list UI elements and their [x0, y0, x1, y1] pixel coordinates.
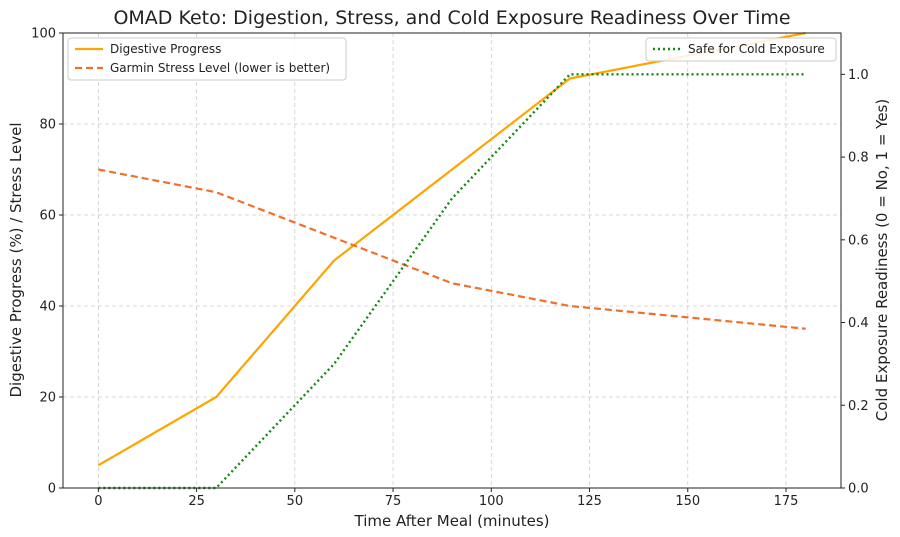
- legend-right-box: [645, 37, 837, 62]
- legend-label-stress: Garmin Stress Level (lower is better): [110, 61, 330, 75]
- x-tick-label: 125: [577, 494, 602, 509]
- y-tick-label: 20: [39, 391, 56, 406]
- y2-tick-label: 0.2: [848, 399, 869, 414]
- chart-title: OMAD Keto: Digestion, Stress, and Cold E…: [113, 7, 790, 29]
- y2-axis-title: Cold Exposure Readiness (0 = No, 1 = Yes…: [873, 99, 891, 421]
- series-line-safe-for-cold-exposure: [98, 73, 806, 490]
- series-line-digestive-progress: [97, 31, 806, 467]
- legend-label-digestive: Digestive Progress: [110, 42, 221, 56]
- y-tick-label: 40: [39, 300, 56, 315]
- x-tick-label: 0: [94, 494, 102, 509]
- y-tick-label: 60: [39, 209, 56, 224]
- legend-right: Safe for Cold Exposure: [645, 37, 837, 62]
- x-axis-title: Time After Meal (minutes): [354, 512, 550, 530]
- ticks: 0 25 50 75 100 125 150 175 0 20 40 60 80 100 0.0 0.2 0.4…: [31, 27, 869, 510]
- x-tick-label: 150: [675, 494, 700, 509]
- y2-tick-label: 0.8: [848, 151, 869, 166]
- legend-left-box: [67, 37, 347, 81]
- series-line-garmin-stress-level-lower-is-better: [98, 168, 806, 330]
- y-tick-label: 80: [39, 118, 56, 133]
- x-tick-label: 75: [385, 494, 402, 509]
- y-axis-title: Digestive Progress (%) / Stress Level: [7, 123, 25, 398]
- grid: [63, 32, 841, 489]
- y2-tick-label: 0.4: [848, 316, 869, 331]
- plot-frame: [62, 32, 842, 489]
- legend-left: Digestive Progress Garmin Stress Level (…: [67, 37, 347, 81]
- y2-tick-label: 0.6: [848, 233, 869, 248]
- legend-label-cold: Safe for Cold Exposure: [688, 42, 825, 56]
- x-tick-label: 100: [479, 494, 504, 509]
- y-tick-label: 0: [48, 482, 56, 497]
- x-tick-label: 175: [774, 494, 799, 509]
- x-tick-label: 25: [188, 494, 205, 509]
- y2-tick-label: 0.0: [848, 482, 869, 497]
- x-tick-label: 50: [287, 494, 304, 509]
- series-layer: [97, 31, 806, 490]
- y2-tick-label: 1.0: [848, 68, 869, 83]
- y-tick-label: 100: [31, 27, 56, 42]
